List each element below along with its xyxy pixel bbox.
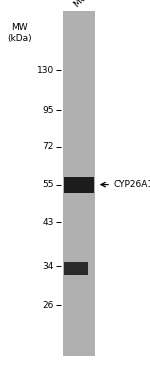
Text: 43: 43 [43,218,54,226]
Bar [64,262,88,275]
Bar [63,11,94,356]
Text: 26: 26 [43,301,54,310]
Text: 72: 72 [43,142,54,151]
Text: (kDa): (kDa) [7,34,32,43]
Text: 95: 95 [42,106,54,115]
Text: MW: MW [11,23,28,32]
Bar [64,177,94,193]
Text: Mouse kidney: Mouse kidney [72,0,123,9]
Text: 34: 34 [43,262,54,270]
Text: 55: 55 [42,180,54,189]
Text: 130: 130 [37,66,54,75]
Text: CYP26A1: CYP26A1 [114,180,150,189]
